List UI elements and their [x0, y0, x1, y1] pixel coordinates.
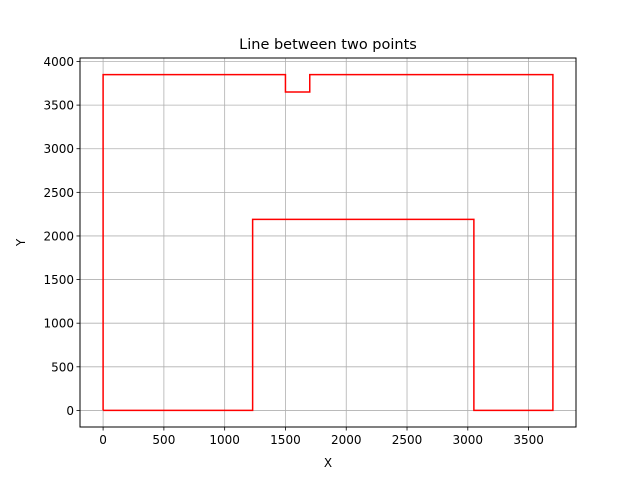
- y-axis-label: Y: [14, 238, 28, 247]
- y-tick-label: 1500: [43, 273, 74, 287]
- x-tick-label: 3500: [513, 433, 544, 447]
- x-tick-label: 1500: [270, 433, 301, 447]
- series-line-0: [102, 73, 554, 412]
- x-tick-label: 2500: [392, 433, 423, 447]
- x-tick-label: 1000: [209, 433, 240, 447]
- x-tick-label: 3000: [453, 433, 484, 447]
- axis-ticks: 0 500 1000 1500 2000 2500 3000 3500 0 500 1000 1500…: [43, 55, 543, 447]
- y-tick-label: 2000: [43, 229, 74, 243]
- chart-title: Line between two points: [239, 37, 417, 53]
- y-tick-label: 500: [51, 360, 74, 374]
- x-tick-label: 2000: [331, 433, 362, 447]
- y-tick-label: 3500: [43, 99, 74, 113]
- x-axis-label: X: [324, 456, 332, 470]
- y-tick-label: 3000: [43, 142, 74, 156]
- x-tick-label: 0: [99, 433, 107, 447]
- series-layer: [102, 73, 554, 412]
- y-tick-label: 0: [66, 404, 74, 418]
- y-tick-label: 2500: [43, 186, 74, 200]
- grid: [80, 58, 576, 427]
- x-tick-label: 500: [152, 433, 175, 447]
- y-tick-label: 4000: [43, 55, 74, 69]
- plot-frame: [79, 57, 577, 428]
- y-tick-label: 1000: [43, 317, 74, 331]
